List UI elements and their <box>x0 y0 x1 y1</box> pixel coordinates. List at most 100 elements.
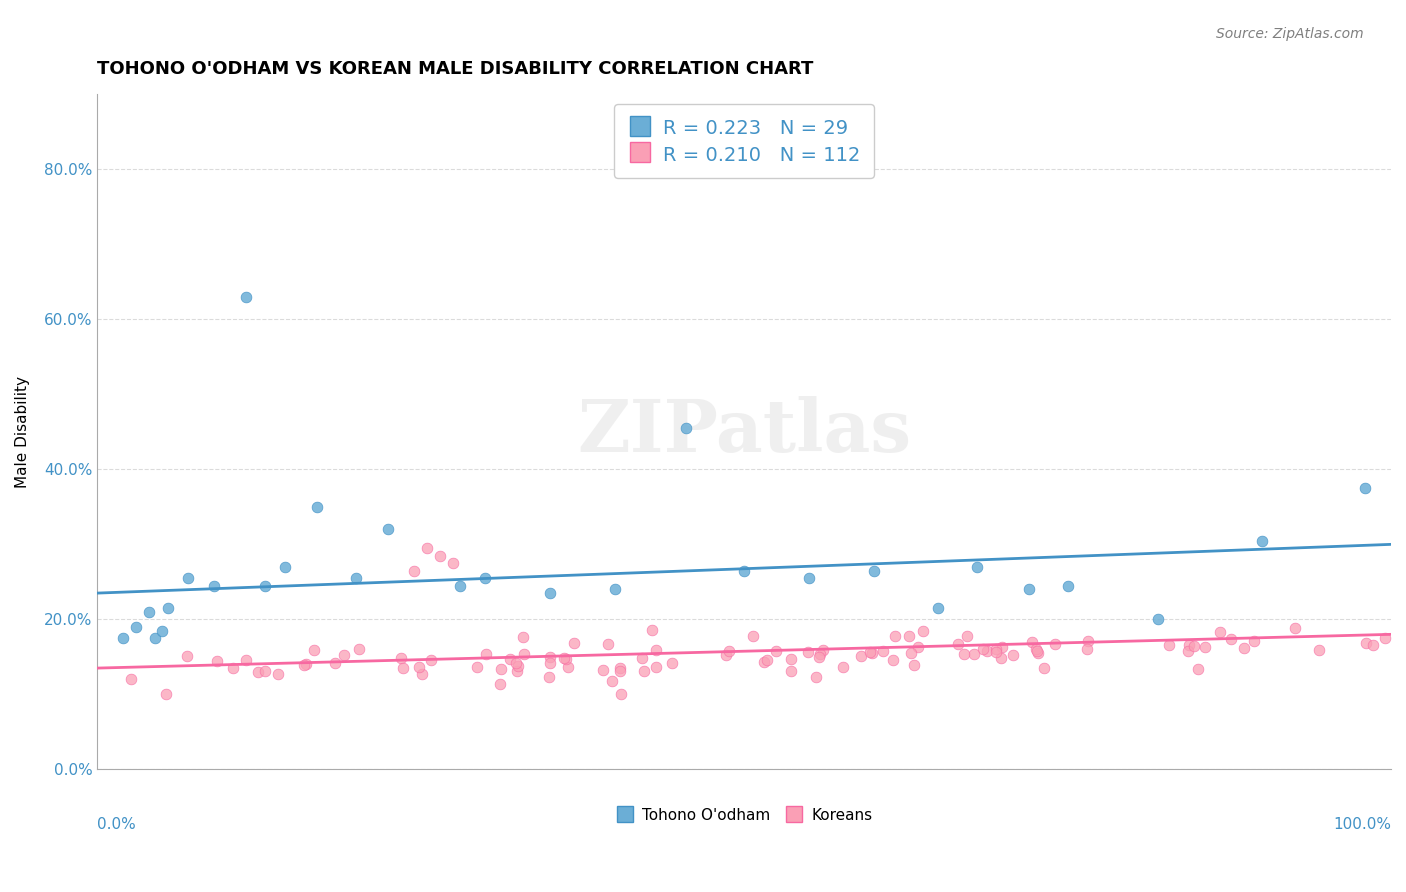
Point <box>900 646 922 660</box>
Point <box>1018 582 1040 597</box>
Point <box>756 653 779 667</box>
Point <box>733 564 755 578</box>
Point <box>202 579 225 593</box>
Point <box>489 662 512 676</box>
Point <box>972 642 994 657</box>
Point <box>1355 636 1378 650</box>
Text: Source: ZipAtlas.com: Source: ZipAtlas.com <box>1216 27 1364 41</box>
Point <box>1002 648 1025 662</box>
Point <box>150 624 173 638</box>
Point <box>813 643 835 657</box>
Point <box>633 664 655 678</box>
Point <box>907 640 929 655</box>
Point <box>441 556 464 570</box>
Point <box>145 631 167 645</box>
Point <box>302 643 325 657</box>
Point <box>1243 634 1265 648</box>
Point <box>661 657 683 671</box>
Point <box>1026 646 1049 660</box>
Point <box>377 522 399 536</box>
Point <box>538 586 561 600</box>
Point <box>986 642 1008 657</box>
Point <box>323 656 346 670</box>
Point <box>235 653 257 667</box>
Point <box>1056 579 1078 593</box>
Point <box>898 629 921 643</box>
Point <box>254 579 277 593</box>
Point <box>832 660 855 674</box>
Point <box>1187 662 1209 676</box>
Point <box>307 500 329 514</box>
Point <box>1374 631 1396 645</box>
Point <box>274 559 297 574</box>
Point <box>807 650 830 665</box>
Point <box>1250 533 1272 548</box>
Point <box>408 660 430 674</box>
Point <box>205 654 228 668</box>
Point <box>420 653 443 667</box>
Point <box>630 650 652 665</box>
Point <box>247 665 270 679</box>
Point <box>1147 612 1170 626</box>
Point <box>125 620 148 634</box>
Point <box>644 660 666 674</box>
Point <box>295 657 318 671</box>
Text: 100.0%: 100.0% <box>1333 816 1391 831</box>
Point <box>465 660 488 674</box>
Point <box>609 664 631 678</box>
Point <box>411 667 433 681</box>
Point <box>235 290 257 304</box>
Text: ZIPatlas: ZIPatlas <box>576 396 911 467</box>
Point <box>602 673 624 688</box>
Point <box>120 673 142 687</box>
Point <box>610 687 633 701</box>
Point <box>991 640 1014 654</box>
Point <box>1184 640 1206 654</box>
Point <box>475 647 498 661</box>
Point <box>1361 638 1384 652</box>
Point <box>872 644 894 658</box>
Point <box>1157 639 1180 653</box>
Point <box>797 571 820 585</box>
Point <box>488 676 510 690</box>
Point <box>1220 632 1243 647</box>
Point <box>797 645 820 659</box>
Point <box>391 661 413 675</box>
Point <box>429 549 451 563</box>
Point <box>806 670 828 684</box>
Point <box>714 648 737 663</box>
Point <box>780 664 803 678</box>
Point <box>333 648 356 662</box>
Point <box>860 646 883 660</box>
Point <box>1021 635 1043 649</box>
Point <box>557 660 579 674</box>
Point <box>347 641 370 656</box>
Point <box>505 656 527 670</box>
Point <box>752 656 775 670</box>
Point <box>505 665 527 679</box>
Point <box>538 670 561 684</box>
Point <box>1033 661 1056 675</box>
Point <box>1178 638 1201 652</box>
Point <box>176 648 198 663</box>
Point <box>808 647 831 661</box>
Text: TOHONO O'ODHAM VS KOREAN MALE DISABILITY CORRELATION CHART: TOHONO O'ODHAM VS KOREAN MALE DISABILITY… <box>97 60 814 78</box>
Point <box>1077 634 1099 648</box>
Point <box>609 661 631 675</box>
Point <box>112 631 135 645</box>
Point <box>344 571 367 585</box>
Point <box>862 564 884 578</box>
Point <box>1284 621 1306 635</box>
Point <box>508 659 530 673</box>
Point <box>946 637 969 651</box>
Point <box>966 559 988 574</box>
Point <box>903 657 925 672</box>
Point <box>765 644 787 658</box>
Point <box>416 541 439 555</box>
Point <box>984 645 1007 659</box>
Point <box>512 630 534 644</box>
Point <box>474 571 496 585</box>
Point <box>1045 637 1067 651</box>
Point <box>598 636 620 650</box>
Point <box>292 657 315 672</box>
